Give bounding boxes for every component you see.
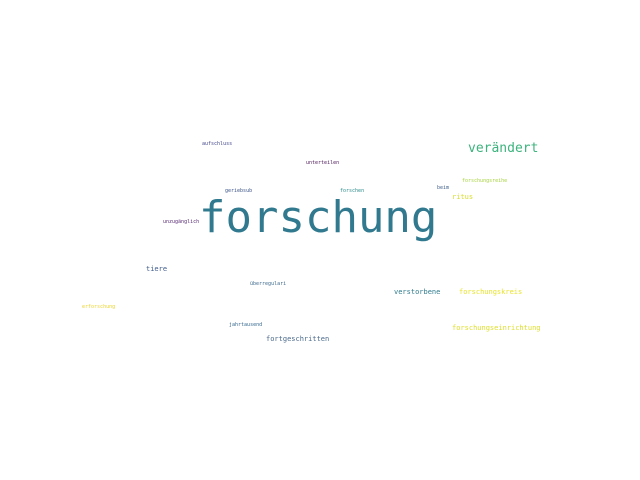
word-jahrtausend: jahrtausend (229, 322, 263, 328)
word-fortgeschritten: fortgeschritten (266, 335, 330, 343)
word-tiere: tiere (146, 265, 168, 273)
word-forschungsreihe: forschungsreihe (462, 178, 508, 184)
word-forschen: forschen (340, 188, 365, 194)
word-forschungseinrichtung: forschungseinrichtung (452, 324, 541, 332)
word-veraendert: verändert (468, 141, 539, 156)
word-ritus: ritus (452, 193, 474, 201)
word-erforschung: erforschung (82, 304, 116, 310)
word-beim: beim (437, 185, 450, 191)
word-forschung: forschung (199, 192, 438, 243)
word-forschungskreis: forschungskreis (459, 288, 523, 296)
word-verstorbene: verstorbene (394, 288, 441, 296)
word-aufschluss: aufschluss (202, 141, 233, 147)
word-ueberregulari: überregulari (250, 281, 287, 287)
word-geriebsub: geriebsub (225, 188, 253, 194)
word-unterteilen: unterteilen (306, 160, 340, 166)
word-unzugaenglich: unzugänglich (163, 219, 200, 225)
